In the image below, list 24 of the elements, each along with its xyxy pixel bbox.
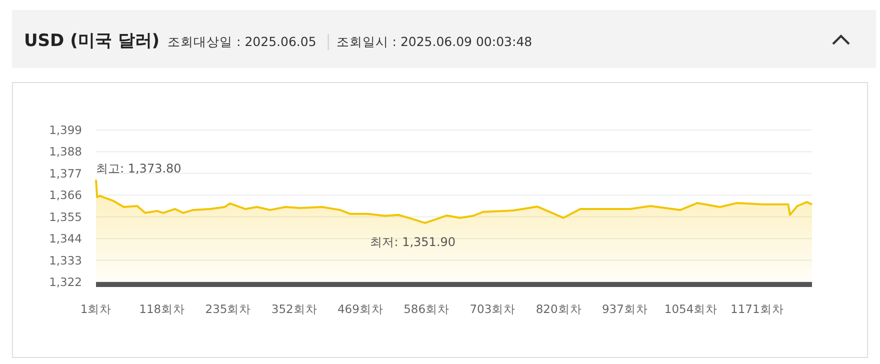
y-tick-label: 1,366 bbox=[49, 188, 82, 202]
chart-title: USD (미국 달러) bbox=[24, 31, 160, 51]
x-tick-label: 469회차 bbox=[337, 302, 384, 316]
x-tick-label: 235회차 bbox=[205, 302, 252, 316]
y-tick-label: 1,388 bbox=[49, 144, 82, 159]
annotation: 최저: 1,351.90 bbox=[370, 234, 456, 249]
y-tick-label: 1,355 bbox=[49, 210, 82, 224]
x-tick-label: 703회차 bbox=[470, 302, 516, 316]
x-tick-label: 118회차 bbox=[139, 302, 186, 316]
chart-subtitle: 조회대상일 : 2025.06.05 bbox=[168, 34, 316, 49]
x-tick-label: 820회차 bbox=[536, 302, 582, 316]
y-tick-label: 1,333 bbox=[49, 253, 82, 268]
text: 조회일시 : 2025.06.09 00:03:48 bbox=[336, 34, 532, 49]
y-tick-label: 1,322 bbox=[49, 275, 82, 289]
x-tick-label: 937회차 bbox=[602, 302, 648, 316]
x-tick-label: 352회차 bbox=[271, 302, 318, 316]
y-tick-label: 1,399 bbox=[49, 123, 82, 137]
x-tick-label: 1054회차 bbox=[664, 302, 718, 316]
y-tick-label: 1,377 bbox=[49, 166, 82, 180]
y-tick-label: 1,344 bbox=[49, 232, 82, 246]
x-tick-label: 1171회차 bbox=[730, 302, 784, 316]
x-tick-label: 1회차 bbox=[80, 302, 112, 316]
x-tick-label: 586회차 bbox=[404, 302, 450, 316]
annotation: 최고: 1,373.80 bbox=[96, 162, 182, 176]
